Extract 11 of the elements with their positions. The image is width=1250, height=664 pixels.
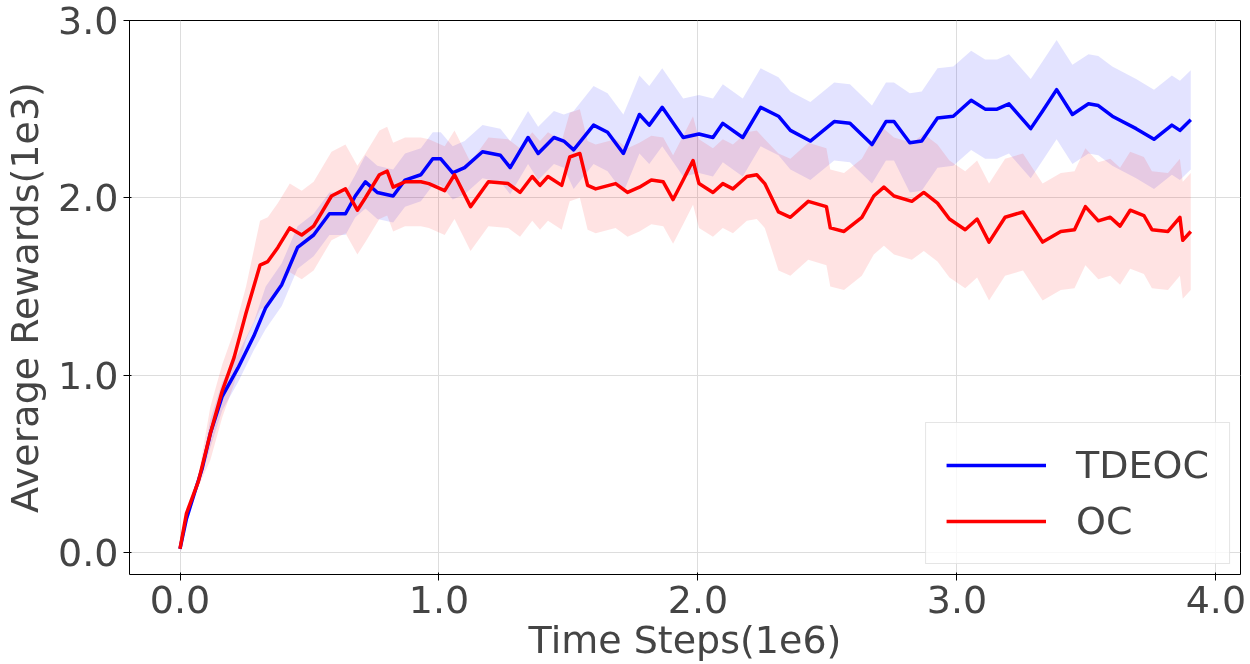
y-tick-label: 1.0 <box>58 353 119 398</box>
legend-label: OC <box>1076 499 1133 543</box>
y-tick-label: 3.0 <box>58 0 119 43</box>
legend-label: TDEOC <box>1076 443 1209 487</box>
y-axis-title: Average Rewards(1e3) <box>3 82 48 513</box>
x-tick-label: 3.0 <box>926 577 988 622</box>
x-tick-label: 1.0 <box>408 577 470 622</box>
x-tick-label: 4.0 <box>1185 577 1247 622</box>
y-tick-label: 0.0 <box>58 530 119 575</box>
x-tick-label: 0.0 <box>149 577 211 622</box>
y-tick-label: 2.0 <box>58 176 119 221</box>
